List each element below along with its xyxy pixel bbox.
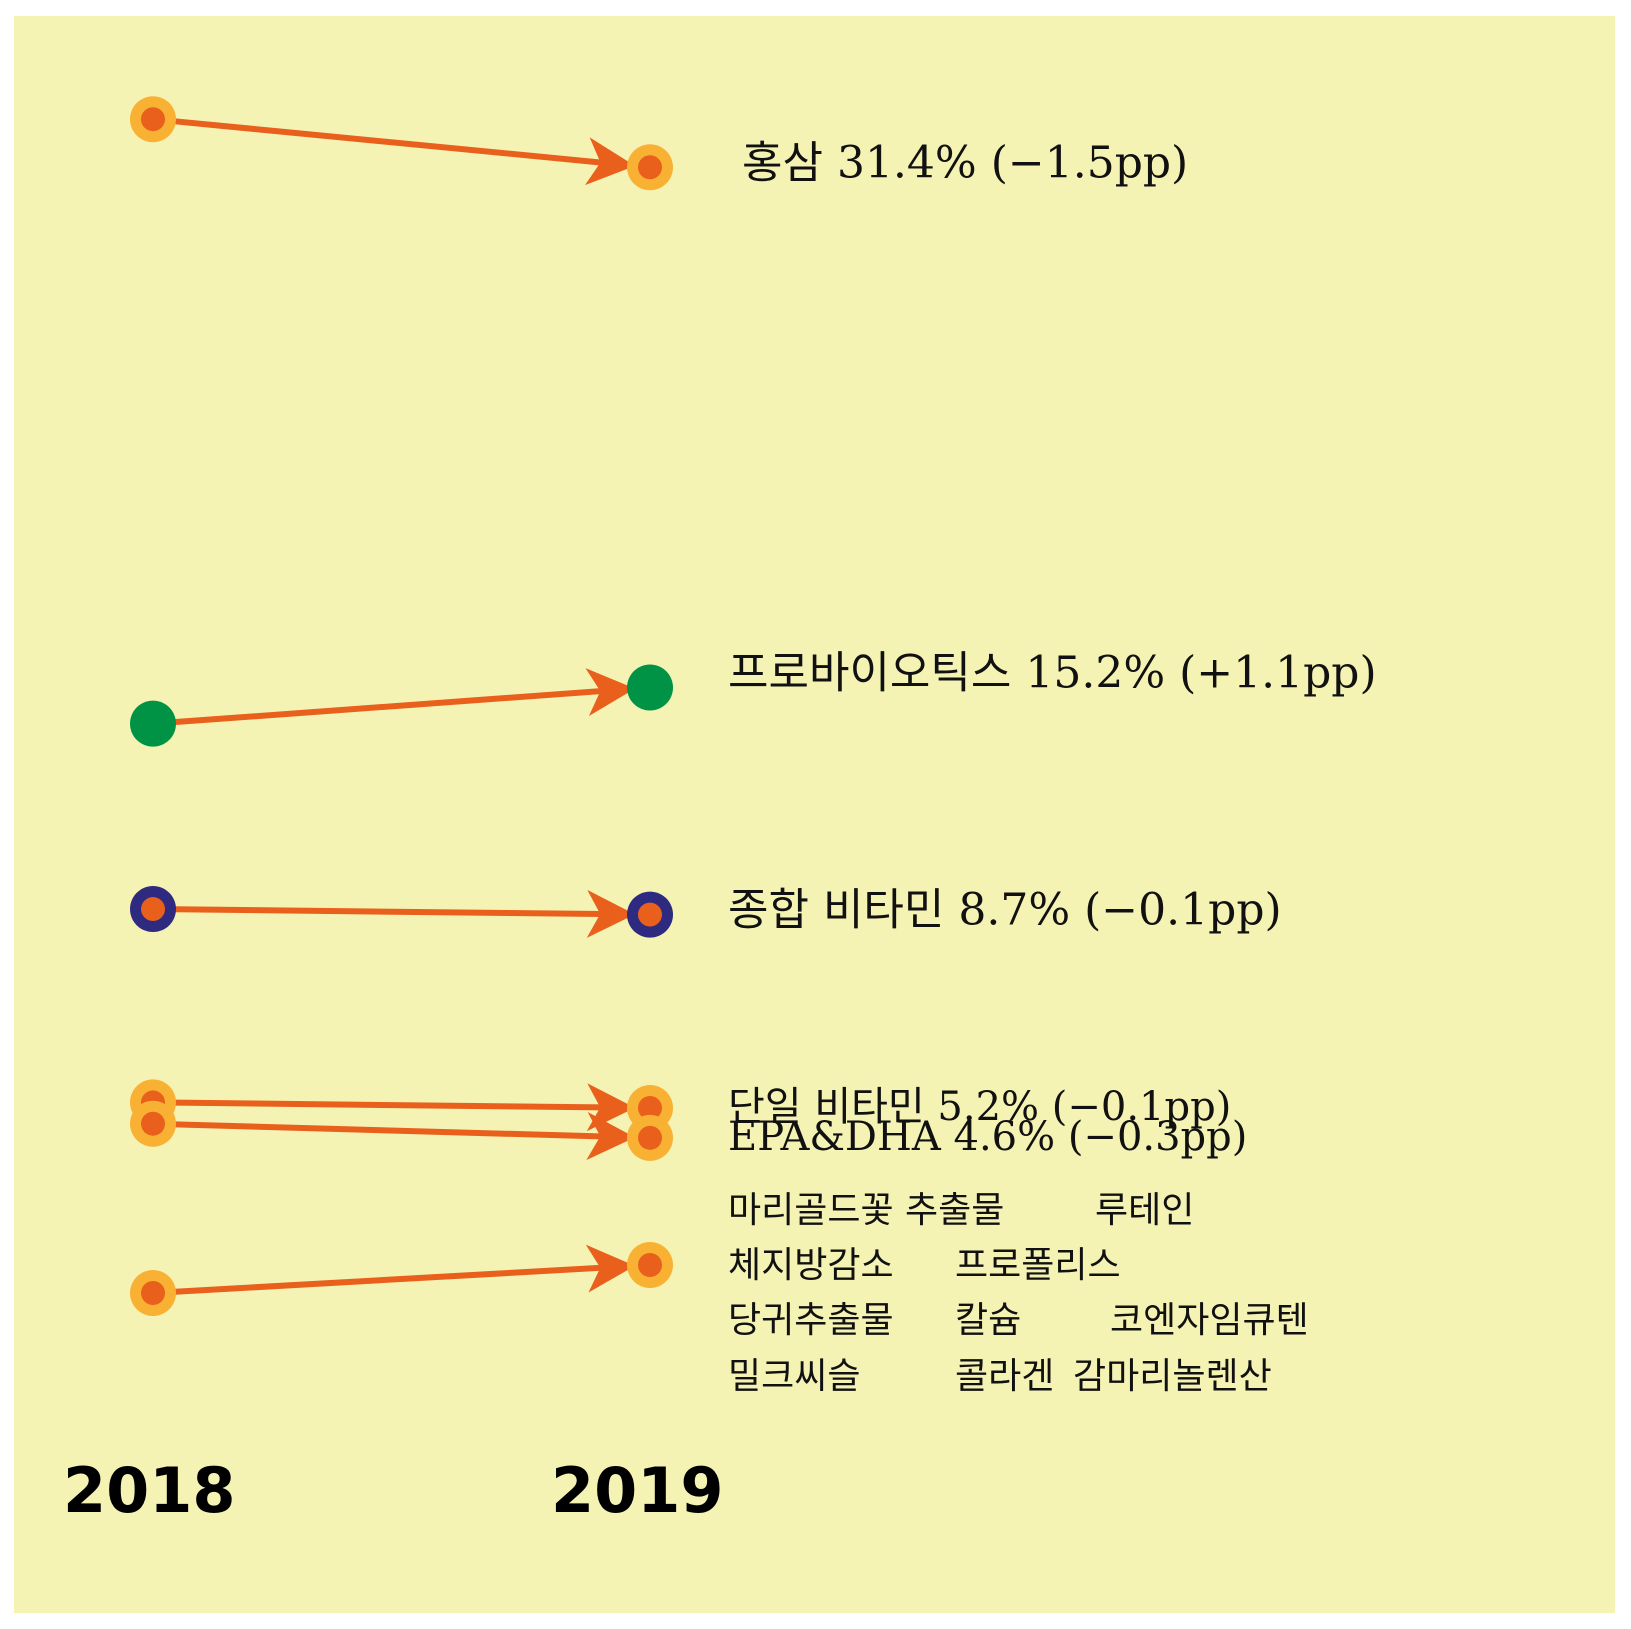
series-2-point-2019 bbox=[627, 891, 673, 938]
series-4-point-2019 bbox=[627, 1114, 673, 1161]
series-4-point-2018 bbox=[130, 1100, 176, 1147]
series-3-arrow bbox=[152, 1083, 636, 1132]
x-tick-label-2018: 2018 bbox=[63, 1454, 236, 1527]
series-0-point-2019 bbox=[627, 144, 673, 191]
series-5-label-2-0: 당귀추출물 bbox=[728, 1300, 894, 1341]
series-4-point-2018-center bbox=[141, 1111, 165, 1136]
series-5-label-1-0: 체지방감소 bbox=[728, 1245, 894, 1286]
chart-labels: 홍삼 31.4% (−1.5pp) 프로바이오틱스 15.2% (+1.1pp) 종… bbox=[728, 137, 1377, 1397]
series-0-point-2018-center bbox=[141, 107, 165, 132]
chart-marks bbox=[130, 96, 673, 1316]
series-1-point-2019-fill bbox=[627, 664, 673, 711]
x-axis: 2018 2019 bbox=[63, 1454, 724, 1527]
series-0-point-2019-center bbox=[638, 155, 662, 180]
series-1-point-2019 bbox=[627, 664, 673, 711]
series-0-arrow bbox=[152, 116, 636, 186]
series-2-arrow bbox=[152, 889, 636, 938]
x-tick-label-2019: 2019 bbox=[551, 1454, 724, 1527]
series-3-label: 단일 비타민 5.2% (−0.1pp) bbox=[728, 1084, 1231, 1130]
series-3-point-2019-center bbox=[638, 1095, 662, 1120]
series-5-arrow bbox=[152, 1244, 636, 1296]
series-5-label-2-2: 코엔자임큐텐 bbox=[1110, 1300, 1309, 1341]
series-1-point-2018 bbox=[130, 700, 176, 747]
series-5-label-1-1: 프로폴리스 bbox=[955, 1245, 1121, 1286]
series-0-point-2018 bbox=[130, 96, 176, 143]
series-5-label-2-1: 칼슘 bbox=[955, 1300, 1021, 1341]
series-4-label: EPA&DHA 4.6% (−0.3pp) bbox=[728, 1114, 1247, 1160]
series-1-label: 프로바이오틱스 15.2% (+1.1pp) bbox=[728, 648, 1377, 699]
series-2-point-2018-center bbox=[141, 897, 165, 922]
series-5-point-2018-center bbox=[141, 1281, 165, 1305]
chart-panel bbox=[14, 16, 1615, 1613]
series-5-point-2019-center bbox=[638, 1253, 662, 1277]
series-1-arrow bbox=[152, 668, 636, 727]
series-4-point-2019-center bbox=[638, 1125, 662, 1150]
series-5-label-0-0: 마리골드꽃 추출물 bbox=[728, 1190, 1004, 1231]
series-1-point-2018-fill bbox=[130, 700, 176, 747]
series-5-label-3-2: 감마리놀렌산 bbox=[1073, 1356, 1272, 1397]
series-4-arrow bbox=[152, 1112, 636, 1161]
series-5-label-3-1: 콜라겐 bbox=[955, 1356, 1054, 1397]
series-5-point-2018 bbox=[130, 1270, 176, 1316]
series-5-point-2019 bbox=[627, 1242, 673, 1288]
series-0-label: 홍삼 31.4% (−1.5pp) bbox=[742, 137, 1188, 188]
series-2-label: 종합 비타민 8.7% (−0.1pp) bbox=[728, 885, 1282, 936]
series-5-label-0-1: 루테인 bbox=[1095, 1190, 1194, 1231]
series-5-label-3-0: 밀크씨슬 bbox=[728, 1356, 860, 1397]
series-2-point-2018 bbox=[130, 886, 176, 933]
series-2-point-2019-center bbox=[638, 902, 662, 927]
